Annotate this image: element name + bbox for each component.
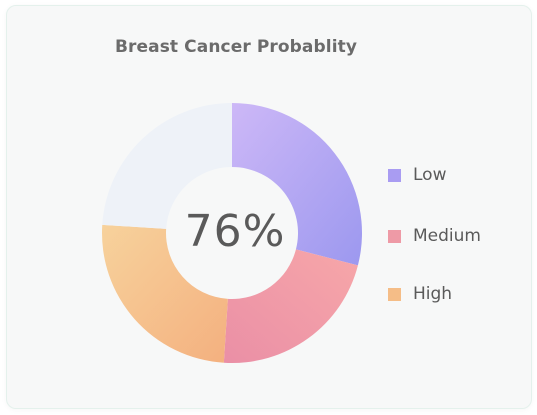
donut-slice-remainder [102,102,232,229]
chart-title: Breast Cancer Probablity [114,37,358,57]
donut-slice-high [101,224,228,363]
legend-item-medium: Medium [388,225,481,247]
legend-label-low: Low [413,165,447,185]
legend-swatch-medium [388,229,401,243]
legend-swatch-low [388,168,401,182]
center-value: 76% [184,206,286,257]
legend-swatch-high [388,287,401,301]
donut-slice-low [232,103,362,266]
legend-label-high: High [413,284,453,304]
legend-item-low: Low [388,164,446,186]
legend-label-medium: Medium [413,226,481,246]
legend-item-high: High [388,283,452,305]
donut-slice-medium [223,249,358,363]
